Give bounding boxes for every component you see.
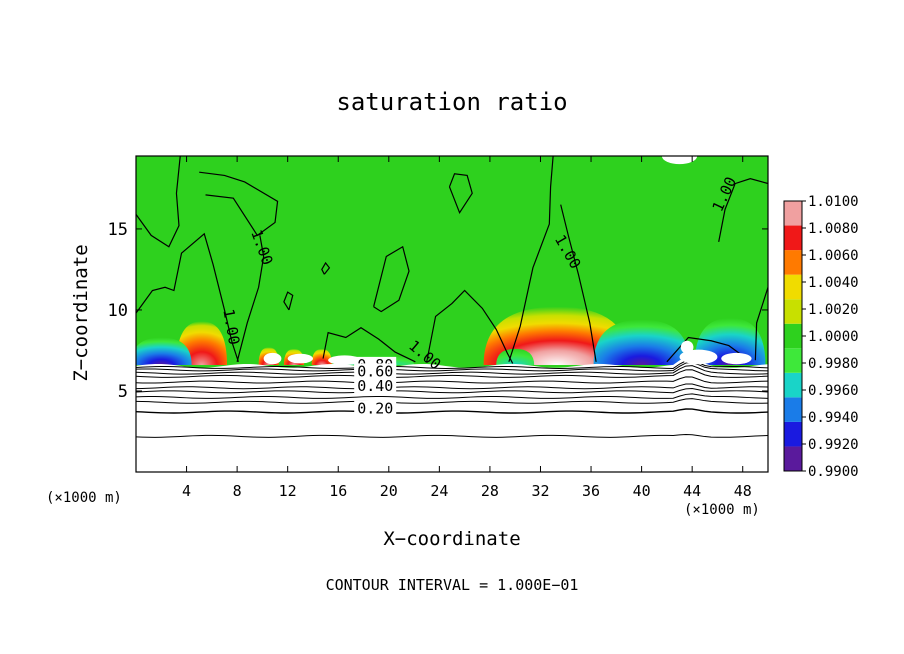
plot-frame <box>135 155 769 473</box>
x-tick-label: 24 <box>430 482 448 500</box>
colorbar-swatch <box>784 299 802 324</box>
saturated-patch <box>328 355 361 366</box>
colorbar-swatch <box>784 250 802 275</box>
x-tick-label: 44 <box>683 482 701 500</box>
contour-line-1-00 <box>373 245 410 313</box>
contour-line-1-00 <box>718 178 768 243</box>
colorbar-label: 1.0100 <box>808 194 859 210</box>
contour-line-low <box>136 408 768 414</box>
contour-line-1-00 <box>322 327 416 363</box>
x-axis-label: X−coordinate <box>383 528 521 550</box>
colorbar-label: 1.0040 <box>808 275 859 291</box>
contour-line-low <box>136 387 768 394</box>
colorbar-label: 1.0020 <box>808 302 859 318</box>
contour-line-low <box>136 398 768 404</box>
subsaturation-region <box>593 319 690 366</box>
x-tick-label: 28 <box>481 482 499 500</box>
contour-line-low <box>136 359 768 369</box>
contour-line-low <box>136 369 768 378</box>
colorbar-swatch <box>784 225 802 251</box>
colorbar-swatch <box>784 323 802 349</box>
saturated-patch <box>263 352 282 365</box>
colorbar-label: 0.9940 <box>808 410 859 426</box>
chart-title: saturation ratio <box>336 88 568 116</box>
contour-label-bg <box>354 363 397 379</box>
y-tick-label: 15 <box>108 220 128 240</box>
contour-label: 0.20 <box>357 400 393 418</box>
colorbar-swatch <box>784 201 802 226</box>
contour-line-low <box>136 383 768 390</box>
contour-line-low <box>136 365 768 375</box>
contour-line-1-00 <box>508 156 554 362</box>
contour-line-1-00 <box>321 261 331 275</box>
y-tick-label: 5 <box>118 382 128 402</box>
y-unit-label: (×1000 m) <box>46 490 122 506</box>
contour-line-low <box>136 376 768 384</box>
subsaturation-region <box>496 348 535 366</box>
contour-line-1-00 <box>448 173 473 215</box>
contour-line-low <box>136 393 768 399</box>
contour-label: 0.60 <box>357 362 393 380</box>
supersaturation-region <box>311 348 332 366</box>
subsurface-region <box>136 357 768 472</box>
colorbar-swatch <box>784 348 802 373</box>
y-tick-label: 10 <box>108 301 128 321</box>
colorbar-label: 1.0080 <box>808 221 859 237</box>
subsaturation-region <box>136 337 192 366</box>
x-tick-label: 4 <box>182 482 191 500</box>
colorbar-label: 0.9920 <box>808 437 859 453</box>
contour-line-low <box>136 433 768 438</box>
saturated-patch <box>680 340 694 354</box>
colorbar-swatch <box>784 372 802 398</box>
x-tick-label: 48 <box>734 482 752 500</box>
colorbar-swatch <box>784 274 802 300</box>
saturated-patch <box>661 156 698 165</box>
contour-line-low <box>136 361 768 372</box>
x-tick-label: 12 <box>279 482 297 500</box>
colorbar-swatch <box>784 397 802 422</box>
colorbar-label: 0.9900 <box>808 464 859 480</box>
contour-line-1-00 <box>236 235 265 362</box>
colorbar-label: 1.0000 <box>808 329 859 345</box>
x-tick-label: 32 <box>531 482 549 500</box>
contour-line-1-00 <box>136 156 181 248</box>
saturated-patch <box>721 352 752 365</box>
contour-line-1-00 <box>754 287 768 361</box>
contour-interval-text: CONTOUR INTERVAL = 1.000E−01 <box>325 576 579 594</box>
contour-label-bg <box>354 400 397 416</box>
contour-line-1-00 <box>136 232 239 362</box>
x-tick-label: 16 <box>329 482 347 500</box>
contour-label-bg <box>354 377 397 393</box>
x-tick-label: 40 <box>633 482 651 500</box>
x-tick-label: 36 <box>582 482 600 500</box>
plot-area: 1.001.001.001.001.000.800.600.400.20 <box>136 156 768 472</box>
contour-line-1-00 <box>283 291 294 311</box>
x-tick-label: 20 <box>380 482 398 500</box>
x-unit-label: (×1000 m) <box>684 502 760 518</box>
contour-line-1-00 <box>199 171 279 237</box>
x-tick-label: 8 <box>233 482 242 500</box>
colorbar-label: 1.0060 <box>808 248 859 264</box>
colorbar-swatch <box>784 446 802 471</box>
contour-label: 0.40 <box>357 377 393 395</box>
contour-label: 1.00 <box>219 308 243 347</box>
colorbar-label: 0.9960 <box>808 383 859 399</box>
colorbar-label: 0.9980 <box>808 356 859 372</box>
contour-line-1-00 <box>426 289 514 364</box>
colorbar-swatch <box>784 421 802 447</box>
saturated-patch <box>287 353 313 364</box>
contour-line-1-00 <box>560 204 597 362</box>
